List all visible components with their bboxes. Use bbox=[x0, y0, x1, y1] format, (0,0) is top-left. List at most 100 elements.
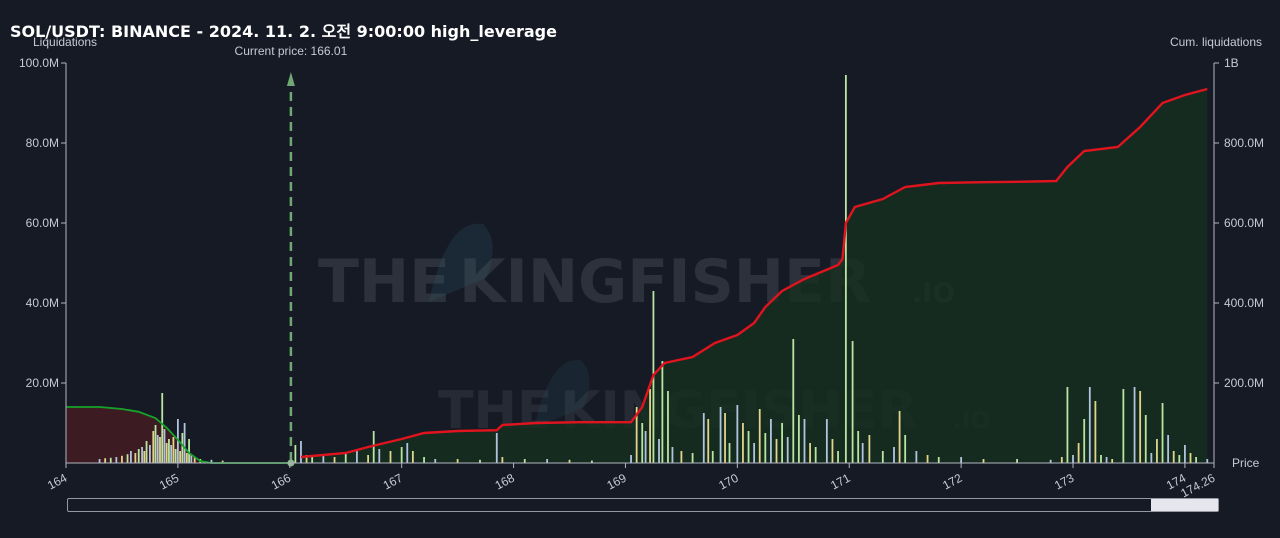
y-right-tick-label: 200.0M bbox=[1224, 376, 1264, 390]
liquidation-bar bbox=[294, 445, 297, 463]
x-tick-label: 165 bbox=[157, 471, 182, 493]
liquidation-bar bbox=[411, 451, 414, 463]
x-tick-label: 173 bbox=[1052, 471, 1077, 493]
liquidation-bar bbox=[221, 460, 224, 463]
x-tick-label: 172 bbox=[940, 471, 965, 493]
x-tick-label: 168 bbox=[493, 471, 518, 493]
liquidation-bar bbox=[183, 423, 186, 463]
liquidation-bar bbox=[145, 441, 148, 463]
x-tick-label: 169 bbox=[604, 471, 629, 493]
scroll-thumb[interactable] bbox=[1151, 499, 1218, 511]
liquidation-bar bbox=[982, 459, 985, 463]
liquidation-bar bbox=[423, 457, 425, 463]
x-tick-label: 167 bbox=[381, 471, 406, 493]
long-cum-line bbox=[66, 406, 291, 464]
liquidation-bar bbox=[1189, 453, 1192, 463]
liquidation-bar bbox=[753, 443, 756, 463]
short-cum-line bbox=[300, 87, 1208, 459]
liquidation-bar bbox=[141, 447, 143, 463]
liquidation-bar bbox=[1100, 455, 1102, 463]
liquidation-bar bbox=[658, 439, 660, 463]
liquidation-bar bbox=[372, 431, 375, 463]
x-tick-label: 166 bbox=[269, 471, 294, 493]
liquidation-bar bbox=[170, 445, 173, 463]
y-left-axis-title: Liquidations bbox=[33, 35, 97, 49]
liquidation-bar bbox=[179, 451, 182, 463]
liquidation-bar bbox=[1167, 435, 1170, 463]
liquidation-bar bbox=[809, 443, 811, 463]
horizontal-scrollbar[interactable] bbox=[67, 498, 1219, 512]
liquidation-bar bbox=[1016, 459, 1018, 463]
liquidation-bar bbox=[367, 455, 370, 463]
liquidation-bar bbox=[904, 435, 907, 463]
liquidation-bar bbox=[881, 451, 884, 463]
y-right-axis-title: Cum. liquidations bbox=[1170, 35, 1262, 49]
x-axis-title: Price bbox=[1232, 456, 1260, 470]
liquidation-bar bbox=[770, 419, 772, 463]
liquidation-bar bbox=[168, 439, 170, 463]
liquidation-bar bbox=[1195, 457, 1197, 463]
liquidation-bar bbox=[797, 415, 800, 463]
liquidation-bar bbox=[960, 457, 963, 463]
liquidation-bar bbox=[1144, 415, 1147, 463]
liquidation-bar bbox=[104, 458, 107, 463]
liquidation-bar bbox=[590, 460, 593, 463]
liquidation-bar bbox=[742, 423, 744, 463]
liquidation-bar bbox=[635, 407, 638, 463]
liquidation-bar bbox=[1094, 401, 1097, 463]
y-left-tick-label: 40.0M bbox=[26, 296, 59, 310]
liquidation-bar bbox=[129, 451, 132, 463]
liquidation-bar bbox=[1083, 419, 1086, 463]
liquidation-bar bbox=[210, 459, 213, 463]
liquidation-bar bbox=[109, 457, 112, 463]
liquidation-bar bbox=[680, 451, 683, 463]
liquidation-bar bbox=[181, 433, 184, 463]
y-left-tick-label: 60.0M bbox=[26, 216, 59, 230]
x-tick-label: 171 bbox=[828, 471, 853, 493]
liquidation-bar bbox=[868, 435, 871, 463]
liquidation-bar bbox=[156, 435, 159, 463]
liquidation-bar bbox=[568, 459, 571, 463]
liquidation-bar bbox=[915, 451, 918, 463]
liquidation-bar bbox=[837, 451, 839, 463]
liquidation-bar bbox=[134, 453, 137, 463]
liquidation-bar bbox=[126, 454, 129, 463]
liquidation-bar bbox=[378, 449, 381, 463]
liquidation-bar bbox=[758, 409, 761, 463]
liquidation-bar bbox=[1156, 439, 1158, 463]
chart-title: SOL/USDT: BINANCE - 2024. 11. 2. 오전 9:00… bbox=[10, 22, 557, 41]
current-price-marker: Current price: 166.01 bbox=[235, 44, 348, 467]
liquidation-bar bbox=[691, 453, 694, 463]
liquidation-bar bbox=[1111, 459, 1114, 463]
liquidation-bar bbox=[724, 413, 726, 463]
liquidation-bar bbox=[137, 449, 140, 463]
liquidation-bar bbox=[333, 457, 336, 463]
liquidation-bar bbox=[719, 407, 722, 463]
liquidation-bar bbox=[792, 339, 795, 463]
liquidation-bar bbox=[523, 459, 526, 463]
liquidation-bar bbox=[163, 429, 166, 463]
liquidation-bar bbox=[1178, 455, 1181, 463]
liquidation-bar bbox=[356, 451, 358, 463]
long-cum-area bbox=[66, 407, 291, 463]
liquidation-bar bbox=[857, 431, 860, 463]
liquidation-bar bbox=[344, 453, 347, 463]
liquidation-bar bbox=[389, 451, 392, 463]
liquidation-bar bbox=[1206, 459, 1209, 463]
liquidation-bar bbox=[937, 457, 940, 463]
liquidation-bar bbox=[172, 437, 175, 463]
liquidation-bar bbox=[305, 455, 308, 463]
liquidation-bar bbox=[861, 443, 864, 463]
liquidation-bar bbox=[149, 445, 151, 463]
liquidation-bar bbox=[1161, 403, 1164, 463]
liquidation-bar bbox=[711, 451, 714, 463]
liquidation-bar bbox=[159, 437, 161, 463]
liquidation-bar bbox=[630, 455, 632, 463]
liquidation-bar bbox=[893, 447, 895, 463]
y-right-tick-label: 800.0M bbox=[1224, 136, 1264, 150]
liquidation-bar bbox=[546, 459, 549, 463]
liquidation-bar bbox=[803, 419, 806, 463]
liquidation-bar bbox=[736, 405, 739, 463]
liquidation-bar bbox=[1184, 445, 1186, 463]
